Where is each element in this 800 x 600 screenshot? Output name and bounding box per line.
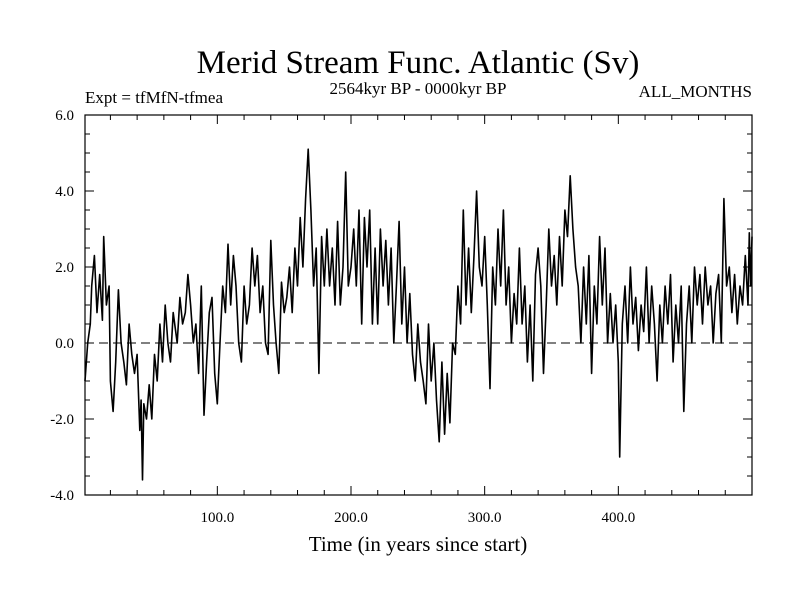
x-tick-label: 300.0 bbox=[468, 510, 502, 526]
x-tick-label: 200.0 bbox=[334, 510, 368, 526]
x-axis: 100.0 200.0 300.0 400.0 bbox=[109, 115, 726, 526]
chart-title: Merid Stream Func. Atlantic (Sv) bbox=[197, 45, 640, 81]
y-axis: -4.0 -2.0 0.0 2.0 4.0 6.0 bbox=[50, 108, 752, 504]
time-range-label: 2564kyr BP - 0000kyr BP bbox=[330, 79, 507, 98]
plot-area: -4.0 -2.0 0.0 2.0 4.0 6.0 100.0 200.0 300.0 400.… bbox=[50, 108, 753, 526]
y-tick-label: -4.0 bbox=[50, 488, 74, 504]
months-label: ALL_MONTHS bbox=[639, 82, 752, 101]
x-tick-label: 100.0 bbox=[200, 510, 234, 526]
x-tick-label: 400.0 bbox=[601, 510, 635, 526]
y-tick-label: 6.0 bbox=[55, 108, 74, 124]
y-tick-label: 2.0 bbox=[55, 260, 74, 276]
y-tick-label: 0.0 bbox=[55, 336, 74, 352]
y-tick-label: 4.0 bbox=[55, 184, 74, 200]
experiment-label: Expt = tfMfN-tfmea bbox=[85, 88, 223, 107]
x-axis-label: Time (in years since start) bbox=[309, 532, 528, 556]
y-tick-label: -2.0 bbox=[50, 412, 74, 428]
series-line bbox=[84, 148, 753, 481]
